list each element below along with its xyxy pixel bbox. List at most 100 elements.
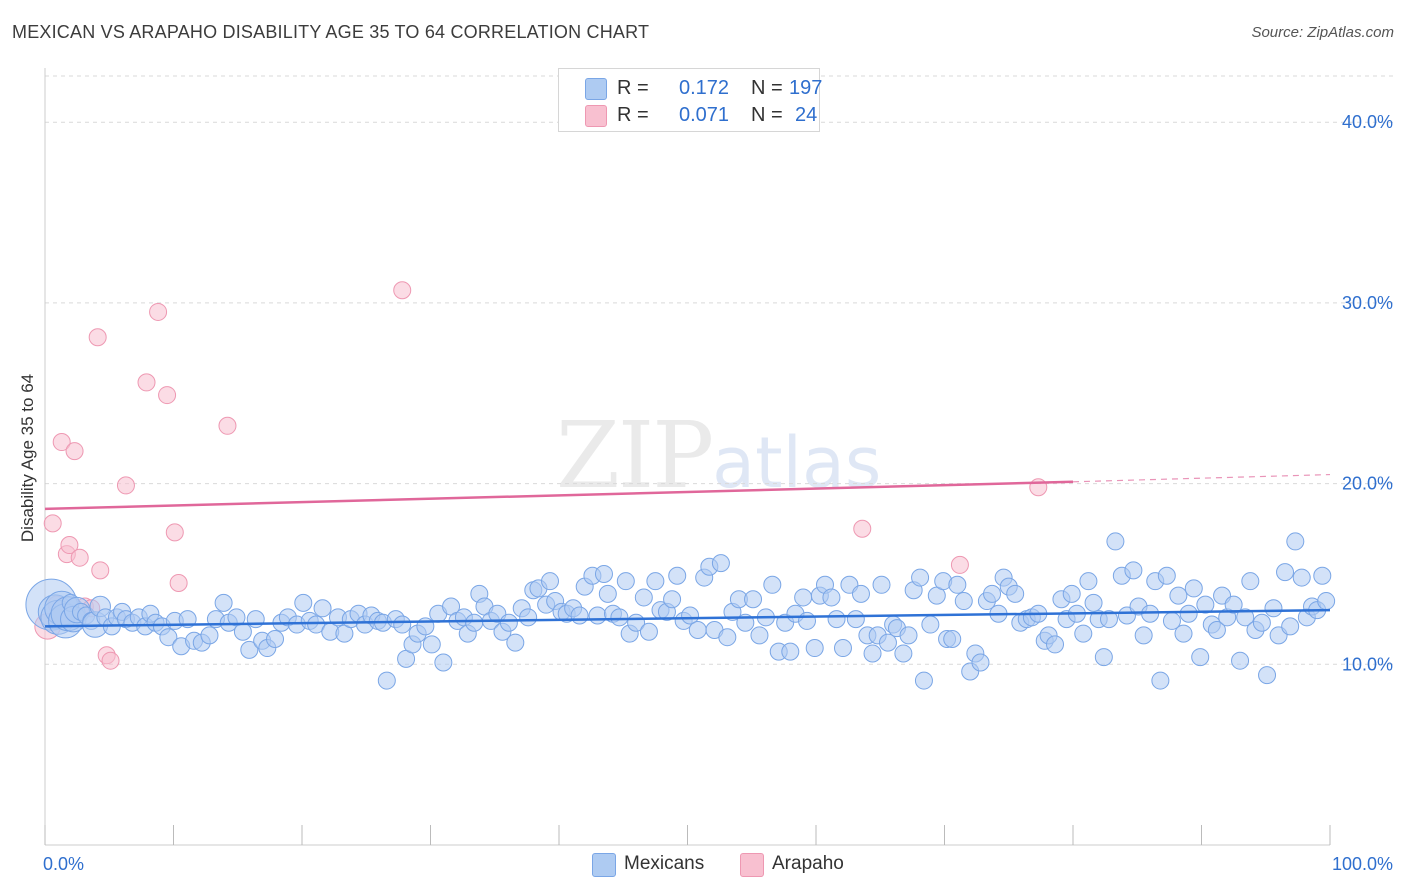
mexicans-point <box>794 588 813 607</box>
mexicans-point <box>307 615 326 634</box>
arapaho-point <box>853 519 872 538</box>
mexicans-point <box>1006 584 1025 603</box>
y-tick-label: 30.0% <box>1342 293 1393 313</box>
mexicans-point <box>610 608 629 627</box>
mexicans-point <box>541 572 560 591</box>
mexicans-point <box>506 633 525 652</box>
legend-r-label: R = <box>617 104 649 126</box>
mexicans-point <box>914 671 933 690</box>
arapaho-point <box>393 281 412 300</box>
mexicans-point <box>1141 604 1160 623</box>
arapaho-point <box>91 561 110 580</box>
mexicans-point <box>822 588 841 607</box>
mexicans-point <box>1231 651 1250 670</box>
mexicans-point <box>294 593 313 612</box>
trend-lines <box>44 473 1331 628</box>
arapaho-point <box>950 555 969 574</box>
mexicans-point <box>943 630 962 649</box>
legend-n-value-mexicans: 197 <box>789 77 823 99</box>
arapaho-point <box>149 302 168 321</box>
arapaho-point <box>60 536 79 555</box>
mexicans-point <box>214 593 233 612</box>
arapaho-point <box>165 523 184 542</box>
mexicans-point <box>833 639 852 658</box>
mexicans-point <box>499 613 518 632</box>
mexicans-point <box>646 572 665 591</box>
mexicans-point <box>1191 648 1210 667</box>
mexicans-point <box>668 566 687 585</box>
mexicans-point <box>1196 595 1215 614</box>
mexicans-point <box>1258 666 1277 685</box>
mexicans-point <box>246 610 265 629</box>
mexicans-point <box>921 615 940 634</box>
mexicans-point <box>377 671 396 690</box>
mexicans-point <box>1224 595 1243 614</box>
legend-box: R = 0.172 N = 197 R = 0.071 N = 24 <box>558 68 823 132</box>
mexicans-point <box>744 590 763 609</box>
legend-n-label: N = <box>751 77 783 99</box>
legend-r-value-mexicans: 0.172 <box>679 77 730 99</box>
mexicans-point <box>688 620 707 639</box>
mexicans-point <box>588 606 607 625</box>
arapaho-trend-extension <box>1072 473 1331 483</box>
mexicans-point <box>1124 561 1143 580</box>
mexicans-point <box>899 626 918 645</box>
mexicans-point <box>718 628 737 647</box>
mexicans-point <box>519 608 538 627</box>
mexicans-point <box>798 611 817 630</box>
arapaho-point <box>116 476 135 495</box>
mexicans-point <box>750 626 769 645</box>
mexicans-point <box>598 584 617 603</box>
y-axis-label: Disability Age 35 to 64 <box>18 373 37 543</box>
mexicans-point <box>1313 566 1332 585</box>
grid-layer <box>45 75 1395 665</box>
mexicans-point <box>711 554 730 573</box>
bottom-legend-swatch-arapaho <box>740 853 764 877</box>
arapaho-point <box>169 573 188 592</box>
x-tick-label-end: 100.0% <box>1332 854 1393 874</box>
y-tick-label: 20.0% <box>1342 474 1393 494</box>
mexicans-trend-line <box>44 608 1331 628</box>
y-tick-label: 40.0% <box>1342 112 1393 132</box>
arapaho-point <box>52 433 71 452</box>
mexicans-point <box>422 635 441 654</box>
legend-swatch-mexicans <box>585 78 607 100</box>
mexicans-point <box>1241 572 1260 591</box>
mexicans-point <box>827 610 846 629</box>
legend-r-value-arapaho: 0.071 <box>679 104 730 126</box>
mexicans-point <box>1099 610 1118 629</box>
arapaho-point <box>101 651 120 670</box>
mexicans-point <box>1174 624 1193 643</box>
source-label: Source: ZipAtlas.com <box>1251 24 1394 41</box>
mexicans-point <box>594 564 613 583</box>
mexicans-point <box>1084 593 1103 612</box>
arapaho-trend-line <box>44 480 1074 511</box>
mexicans-point <box>878 633 897 652</box>
chart-title: MEXICAN VS ARAPAHO DISABILITY AGE 35 TO … <box>12 22 650 42</box>
mexicans-point <box>846 610 865 629</box>
mexicans-point <box>1207 620 1226 639</box>
arapaho-point <box>70 548 89 567</box>
mexicans-point <box>1317 592 1336 611</box>
mexicans-point <box>1286 532 1305 551</box>
mexicans-point <box>233 622 252 641</box>
mexicans-point <box>1106 532 1125 551</box>
mexicans-point <box>616 572 635 591</box>
mexicans-point <box>894 644 913 663</box>
mexicans-point <box>954 592 973 611</box>
x-tick-label-start: 0.0% <box>43 854 84 874</box>
mexicans-point <box>1169 586 1188 605</box>
mexicans-point <box>434 653 453 672</box>
mexicans-point <box>634 588 653 607</box>
y-tick-label: 10.0% <box>1342 654 1393 674</box>
legend-n-value-arapaho: 24 <box>795 104 818 126</box>
mexicans-point <box>681 606 700 625</box>
arapaho-point <box>218 416 237 435</box>
mexicans-point <box>1264 599 1283 618</box>
arapaho-point <box>137 373 156 392</box>
mexicans-point <box>1252 613 1271 632</box>
mexicans-point <box>872 575 891 594</box>
mexicans-point <box>1079 572 1098 591</box>
mexicans-point <box>851 584 870 603</box>
